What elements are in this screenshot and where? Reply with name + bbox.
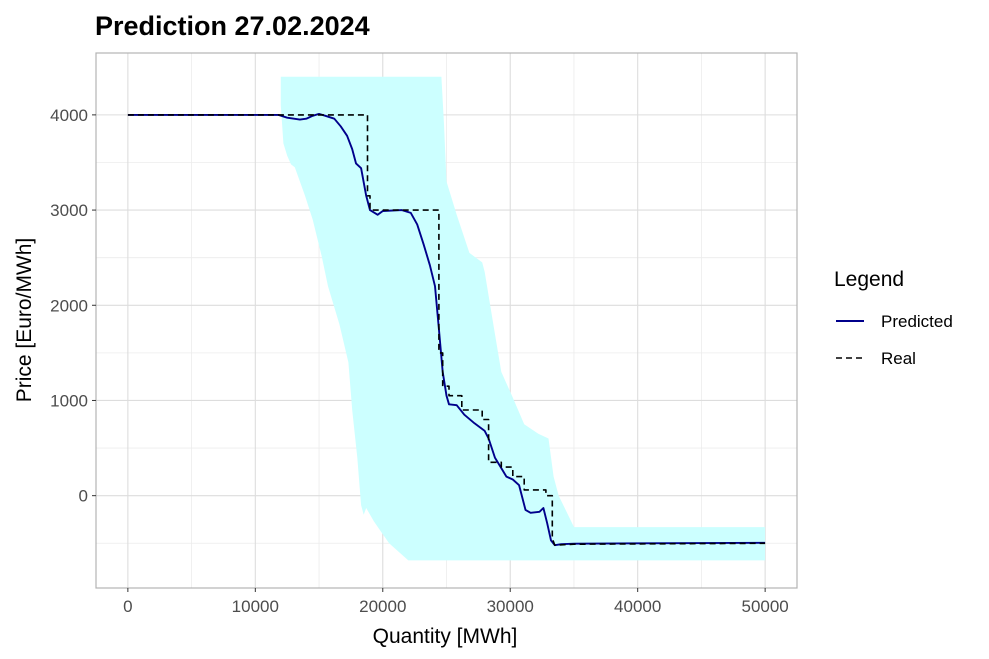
x-tick-label: 40000 [614,597,661,616]
x-tick-label: 30000 [487,597,534,616]
x-tick-label: 50000 [741,597,788,616]
y-tick-label: 1000 [50,391,88,410]
x-tick-label: 10000 [232,597,279,616]
y-tick-label: 4000 [50,106,88,125]
y-tick-label: 3000 [50,201,88,220]
chart-title: Prediction 27.02.2024 [95,11,370,41]
legend-label-real: Real [881,349,916,368]
legend: Legend Predicted Real [834,268,953,368]
plot-panel [95,52,798,589]
legend-title: Legend [834,268,904,291]
x-tick-label: 20000 [359,597,406,616]
y-axis-title: Price [Euro/MWh] [13,238,36,403]
legend-label-predicted: Predicted [881,312,953,331]
x-tick-label: 0 [123,597,132,616]
x-axis-title: Quantity [MWh] [373,625,518,648]
prediction-interval-band [280,76,766,561]
panel-border [95,52,798,589]
y-tick-label: 2000 [50,296,88,315]
y-tick-label: 0 [79,487,88,506]
series-line-real [127,114,766,547]
